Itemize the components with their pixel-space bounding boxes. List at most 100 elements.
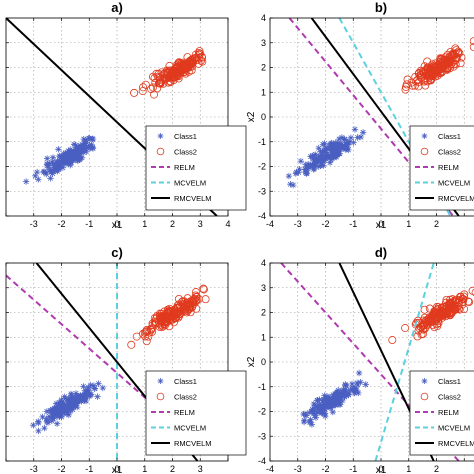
class1-point xyxy=(320,407,327,414)
y-tick-label: -2 xyxy=(258,162,266,172)
x-tick-label: 1 xyxy=(406,219,411,229)
class1-point xyxy=(89,135,97,143)
class1-point xyxy=(324,398,332,405)
class2-point xyxy=(191,53,200,62)
class1-point xyxy=(290,181,297,189)
legend-star-marker xyxy=(157,133,164,139)
class1-point xyxy=(341,135,348,143)
class1-point xyxy=(81,397,88,404)
class1-point xyxy=(91,385,98,392)
class1-point xyxy=(72,390,80,397)
class1-point xyxy=(320,154,328,161)
class1-point xyxy=(53,410,61,417)
legend-star-marker xyxy=(421,378,428,384)
class1-point xyxy=(315,144,322,152)
legend: Class1 Class2 RELM MCVELM RMCVELM xyxy=(409,370,474,456)
class2-point xyxy=(199,284,208,293)
class1-point xyxy=(325,393,333,400)
x-tick-label: -4 xyxy=(266,219,274,229)
class1-point xyxy=(60,154,67,161)
x-tick-label: 3 xyxy=(198,464,203,474)
legend-entry-label: Class2 xyxy=(438,148,461,157)
x-tick-label: 2 xyxy=(170,219,175,229)
class2-point xyxy=(189,300,198,309)
class1-point xyxy=(327,402,334,410)
legend-entry-label: MCVELM xyxy=(174,179,206,188)
class2-point xyxy=(450,296,459,305)
class1-point xyxy=(68,392,76,399)
class1-point xyxy=(47,175,54,182)
class1-point xyxy=(297,158,305,165)
class1-point xyxy=(312,158,320,165)
class1-point xyxy=(327,140,335,147)
class2-point xyxy=(401,85,410,94)
class2-point xyxy=(458,300,467,309)
class1-point xyxy=(77,397,84,404)
class1-point xyxy=(57,405,65,412)
class2-point xyxy=(174,72,183,81)
x-tick-label: -3 xyxy=(30,219,38,229)
class1-point xyxy=(335,387,342,394)
class1-point xyxy=(321,399,328,406)
x-tick-label: 1 xyxy=(142,464,147,474)
class1-point xyxy=(332,146,340,153)
class1-point xyxy=(350,139,357,146)
class1-point xyxy=(357,133,365,141)
class1-point xyxy=(77,392,84,399)
class1-point xyxy=(307,416,314,423)
class1-point xyxy=(32,172,39,180)
class2-point xyxy=(414,69,423,78)
class1-point xyxy=(339,397,346,404)
x-tick-label: -2 xyxy=(321,219,329,229)
line-mcvelm xyxy=(338,18,452,216)
class2-point xyxy=(416,71,425,80)
legend-entry-label: RELM xyxy=(438,163,459,172)
class1-point xyxy=(30,422,37,429)
class1-point xyxy=(316,402,324,409)
class1-point xyxy=(80,383,87,390)
class1-point xyxy=(58,413,65,421)
class1-point xyxy=(335,135,343,143)
class1-point xyxy=(354,134,361,141)
class1-point xyxy=(80,390,88,398)
class2-point xyxy=(468,286,474,295)
y-tick-label: 4 xyxy=(261,258,266,268)
y-tick-label: -3 xyxy=(258,186,266,196)
class1-point xyxy=(57,401,64,408)
x-tick-label: 2 xyxy=(434,219,439,229)
y-tick-label: -1 xyxy=(258,137,266,147)
class1-point xyxy=(317,148,324,155)
class1-point xyxy=(44,161,51,168)
class1-point xyxy=(322,146,329,153)
panel-title: b) xyxy=(375,0,387,15)
class1-point xyxy=(315,163,322,170)
class1-point xyxy=(343,388,350,396)
class2-point xyxy=(437,303,446,312)
class1-point xyxy=(319,141,327,148)
legend-entry-label: RELM xyxy=(174,163,195,172)
class1-point xyxy=(342,382,349,389)
class2-point xyxy=(420,69,429,78)
class1-point xyxy=(81,145,88,153)
class2-point xyxy=(159,313,168,322)
class1-point xyxy=(311,160,319,167)
legend-entry-label: RMCVELM xyxy=(438,439,474,448)
class2-point xyxy=(447,298,456,307)
class1-point xyxy=(22,178,30,185)
class2-point xyxy=(147,85,156,94)
y-tick-label: 3 xyxy=(261,38,266,48)
legend-entry-label: Class1 xyxy=(174,377,197,386)
class2-point xyxy=(151,78,160,87)
class1-point xyxy=(83,148,90,155)
x-axis-label: x1 xyxy=(112,220,123,231)
class1-point xyxy=(316,408,323,415)
panel-b: -4 -3 -2 -1 0 1 2-4-3-2-101234b)x1x2Class1Clas… xyxy=(246,0,474,231)
class1-point xyxy=(332,153,339,160)
class1-point xyxy=(94,393,101,400)
panel-title: c) xyxy=(111,245,123,260)
class2-point xyxy=(201,295,210,304)
class1-point xyxy=(82,137,90,144)
class2-point xyxy=(432,316,441,325)
class1-point xyxy=(55,146,62,153)
class1-point xyxy=(65,395,72,403)
